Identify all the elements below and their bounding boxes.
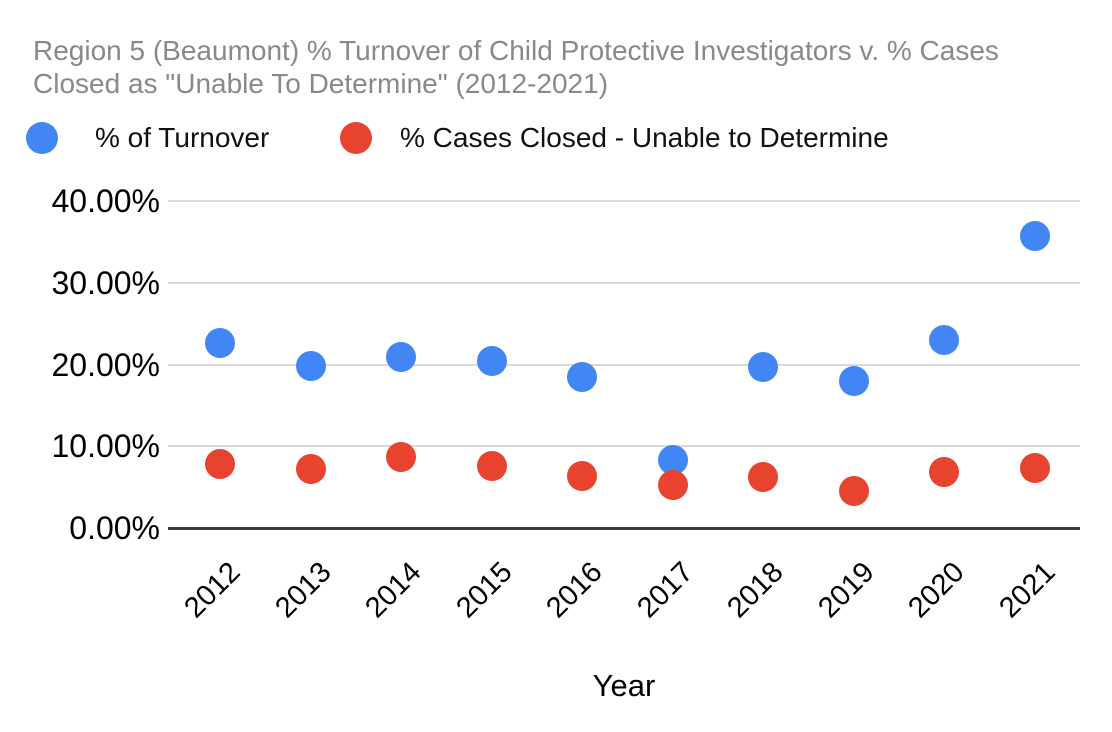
chart-title-line2: Closed as "Unable To Determine" (2012-20…	[33, 68, 609, 99]
legend-marker-cases-closed	[340, 122, 372, 154]
x-axis-tick-label: 2016	[540, 556, 609, 625]
legend-marker-turnover	[26, 122, 58, 154]
gridline	[168, 363, 1080, 366]
data-point-turnover-2018	[748, 351, 779, 382]
x-axis-tick-label: 2017	[631, 556, 700, 625]
y-axis-tick-label: 0.00%	[69, 510, 160, 546]
x-axis-title: Year	[592, 668, 656, 703]
data-point-turnover-2019	[838, 365, 869, 396]
data-point-turnover-2015	[476, 346, 507, 377]
x-axis-tick-label: 2020	[902, 556, 971, 625]
chart-title: Region 5 (Beaumont) % Turnover of Child …	[33, 34, 1103, 100]
data-point-cases-closed-2013	[295, 454, 326, 485]
data-point-turnover-2021	[1019, 221, 1050, 252]
legend: % of Turnover % Cases Closed - Unable to…	[0, 120, 1112, 156]
x-axis-tick-label: 2015	[450, 556, 519, 625]
legend-label-turnover: % of Turnover	[95, 122, 270, 153]
x-axis-tick-label: 2012	[178, 556, 247, 625]
gridline	[168, 200, 1080, 202]
x-axis-line	[168, 527, 1080, 530]
y-axis-tick-label: 10.00%	[51, 428, 160, 465]
data-point-turnover-2012	[205, 328, 236, 359]
data-point-cases-closed-2018	[748, 462, 779, 493]
data-point-turnover-2014	[386, 342, 417, 373]
data-point-cases-closed-2017	[657, 469, 688, 500]
data-point-cases-closed-2021	[1019, 453, 1050, 484]
data-point-cases-closed-2020	[929, 457, 960, 488]
data-point-turnover-2013	[295, 351, 326, 382]
gridline	[168, 445, 1080, 448]
x-axis-tick-label: 2018	[721, 556, 790, 625]
y-axis-tick-label: 30.00%	[51, 264, 160, 301]
data-point-turnover-2020	[929, 324, 960, 355]
data-point-cases-closed-2014	[386, 441, 417, 472]
y-axis-tick-label: 20.00%	[51, 346, 160, 383]
data-point-turnover-2016	[567, 361, 598, 392]
y-axis-tick-label: 40.00%	[51, 183, 160, 219]
data-point-cases-closed-2019	[838, 476, 869, 507]
x-axis-tick-label: 2014	[359, 556, 428, 625]
chart-title-line1: Region 5 (Beaumont) % Turnover of Child …	[33, 35, 999, 66]
x-axis-tick-label: 2013	[269, 556, 338, 625]
x-axis-tick-label: 2021	[993, 556, 1062, 625]
gridline	[168, 281, 1080, 284]
data-point-cases-closed-2012	[205, 449, 236, 480]
legend-label-cases-closed: % Cases Closed - Unable to Determine	[400, 122, 889, 153]
data-point-cases-closed-2016	[567, 461, 598, 492]
data-point-cases-closed-2015	[476, 450, 507, 481]
x-axis-tick-label: 2019	[812, 556, 881, 625]
